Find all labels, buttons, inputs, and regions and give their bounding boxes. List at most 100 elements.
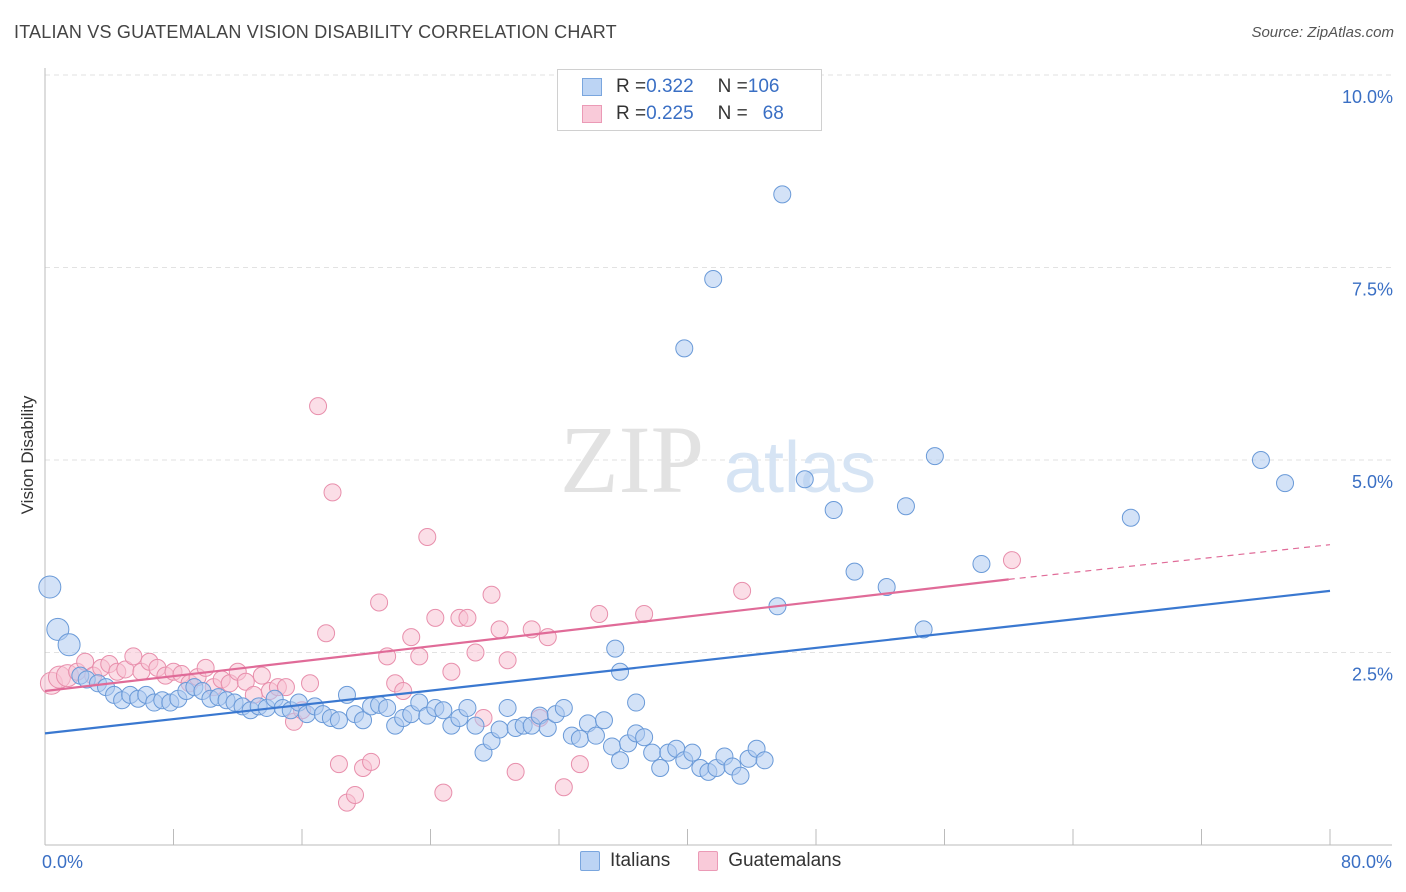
italians-point-90 (611, 662, 630, 681)
guatemalans-point-62 (554, 778, 573, 797)
series-legend: Italians Guatemalans (580, 850, 869, 872)
italians-point-88 (755, 751, 774, 770)
guatemalans-point-58 (506, 762, 525, 781)
italians-point-41 (378, 698, 397, 717)
legend-label-guatemalans: Guatemalans (728, 850, 842, 871)
guatemalans-point-66 (733, 581, 752, 600)
y-axis-label: Vision Disability (18, 395, 37, 515)
n-label: N = (717, 103, 748, 124)
italians-point-89 (606, 639, 625, 658)
guatemalans-point-49 (434, 783, 453, 802)
italians-point-85 (731, 766, 750, 785)
legend-swatch-guatemalans (698, 851, 719, 871)
trend-line-guatemalans-extension (1008, 544, 1331, 580)
guatemalans-point-46 (410, 647, 429, 666)
n-label: N = (717, 76, 748, 97)
legend-item-italians[interactable]: Italians (580, 850, 670, 872)
guatemalans-point-35 (323, 483, 342, 502)
guatemalans-point-63 (570, 755, 589, 774)
italians-point-73 (635, 728, 654, 747)
italians-point-61 (538, 718, 557, 737)
x-tick-label-min: 0.0% (42, 852, 84, 872)
italians-point-51 (458, 698, 477, 717)
chart-title: ITALIAN VS GUATEMALAN VISION DISABILITY … (14, 22, 617, 42)
italians-point-35 (329, 711, 348, 730)
italians-point-45 (410, 693, 429, 712)
y-tick-labels: 2.5% 5.0% 7.5% 10.0% (1342, 87, 1393, 685)
watermark-zip: ZIP (560, 406, 704, 513)
italians-point-97 (824, 501, 843, 520)
italians-point-91 (627, 693, 646, 712)
legend-swatch-italians (580, 851, 600, 871)
legend-swatch-guatemalans (582, 105, 602, 123)
italians-point-93 (704, 270, 723, 289)
guatemalans-point-53 (466, 643, 485, 662)
r-label: R = (616, 76, 647, 97)
r-label: R = (616, 103, 647, 124)
axes (44, 68, 1392, 846)
italians-point-106 (1276, 474, 1295, 493)
italians-point-63 (554, 698, 573, 717)
italians-point-104 (1121, 508, 1140, 527)
r-value-italians: 0.322 (646, 76, 694, 97)
n-value-guatemalans: 68 (762, 103, 784, 124)
guatemalans-point-41 (370, 593, 389, 612)
trend-lines (44, 544, 1331, 735)
y-tick-label-2: 7.5% (1352, 280, 1393, 300)
grid-lines (45, 74, 1392, 653)
trend-line-guatemalans (44, 578, 1009, 693)
trend-line-italians (44, 589, 1331, 735)
stats-legend: R = 0.322 N = 106 R = 0.225 N = 68 (557, 69, 822, 131)
stats-row-italians: R = 0.322 N = 106 (582, 74, 779, 100)
guatemalans-point-55 (482, 585, 501, 604)
guatemalans-point-45 (402, 628, 421, 647)
italians-point-2 (57, 633, 81, 657)
guatemalans-point-34 (317, 624, 336, 643)
series-italians-points (38, 185, 1295, 785)
italians-point-105 (1251, 451, 1270, 469)
legend-swatch-italians (582, 78, 602, 96)
guatemalans-point-10 (124, 647, 143, 666)
italians-point-55 (490, 720, 509, 739)
y-tick-label-1: 5.0% (1352, 472, 1393, 492)
italians-point-74 (643, 743, 662, 762)
y-tick-label-3: 10.0% (1342, 87, 1393, 107)
legend-item-guatemalans[interactable]: Guatemalans (698, 850, 841, 872)
italians-point-100 (896, 497, 915, 516)
guatemalans-point-33 (309, 397, 328, 416)
stats-row-guatemalans: R = 0.225 N = 68 (582, 101, 784, 127)
italians-point-52 (466, 716, 485, 735)
guatemalans-point-48 (426, 608, 445, 627)
italians-point-70 (611, 751, 630, 770)
italians-point-67 (586, 726, 605, 745)
guatemalans-point-64 (590, 605, 609, 623)
guatemalans-point-56 (490, 620, 509, 639)
guatemalans-point-36 (329, 755, 348, 774)
italians-point-96 (795, 470, 814, 489)
x-tick-label-max: 80.0% (1340, 852, 1392, 872)
italians-point-101 (914, 620, 933, 639)
guatemalans-point-44 (394, 682, 413, 700)
r-value-guatemalans: 0.225 (646, 103, 694, 124)
italians-point-92 (675, 339, 694, 358)
italians-point-79 (683, 743, 702, 762)
italians-point-102 (925, 447, 944, 466)
italians-point-0 (38, 575, 62, 599)
guatemalans-point-26 (252, 666, 271, 685)
italians-point-68 (594, 711, 613, 730)
guatemalans-point-32 (301, 674, 320, 693)
italians-point-103 (972, 554, 991, 573)
guatemalans-point-29 (276, 678, 295, 697)
guatemalans-point-47 (418, 528, 437, 546)
italians-point-98 (845, 562, 864, 581)
y-tick-label-0: 2.5% (1352, 665, 1393, 685)
source-label: Source: ZipAtlas.com (1251, 24, 1394, 41)
italians-point-75 (651, 759, 670, 777)
italians-point-99 (877, 578, 896, 597)
watermark-atlas: atlas (724, 428, 876, 508)
legend-label-italians: Italians (610, 850, 671, 871)
italians-point-95 (773, 185, 792, 204)
guatemalans-point-50 (442, 662, 461, 681)
italians-point-38 (354, 711, 373, 730)
